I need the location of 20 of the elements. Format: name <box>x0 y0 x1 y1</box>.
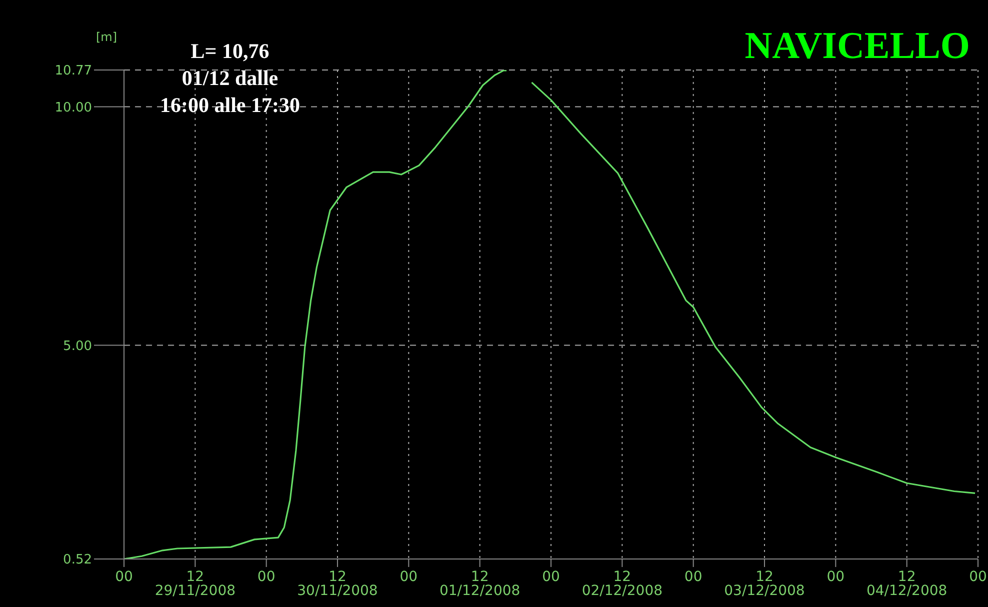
y-tick-label: 5.00 <box>63 338 92 354</box>
y-tick-label: 10.00 <box>54 100 92 116</box>
x-tick-label: 12 01/12/2008 <box>439 569 520 599</box>
x-tick-label: 00 <box>400 569 418 585</box>
y-tick-label: 10.77 <box>54 64 92 79</box>
x-tick-label: 00 <box>684 569 702 585</box>
annotation: L= 10,76 01/12 dalle 16:00 alle 17:30 <box>159 38 301 119</box>
x-tick-label: 00 <box>826 569 845 585</box>
chart-title: NAVICELLO <box>744 24 970 68</box>
x-tick-label: 12 29/11/2008 <box>154 569 236 599</box>
x-tick-label: 00 <box>115 569 133 585</box>
x-tick-label: 00 <box>542 569 560 585</box>
x-tick-label: 12 03/12/2008 <box>724 569 805 599</box>
x-tick-label: 12 04/12/2008 <box>866 569 948 599</box>
x-tick-label: 00 <box>969 569 987 585</box>
x-tick-label: 00 <box>257 569 276 585</box>
x-tick-label: 12 02/12/2008 <box>582 569 663 599</box>
y-axis-title: [m] <box>96 30 118 44</box>
x-tick-label: 12 30/11/2008 <box>297 569 378 599</box>
y-tick-label: 0.52 <box>63 552 92 568</box>
